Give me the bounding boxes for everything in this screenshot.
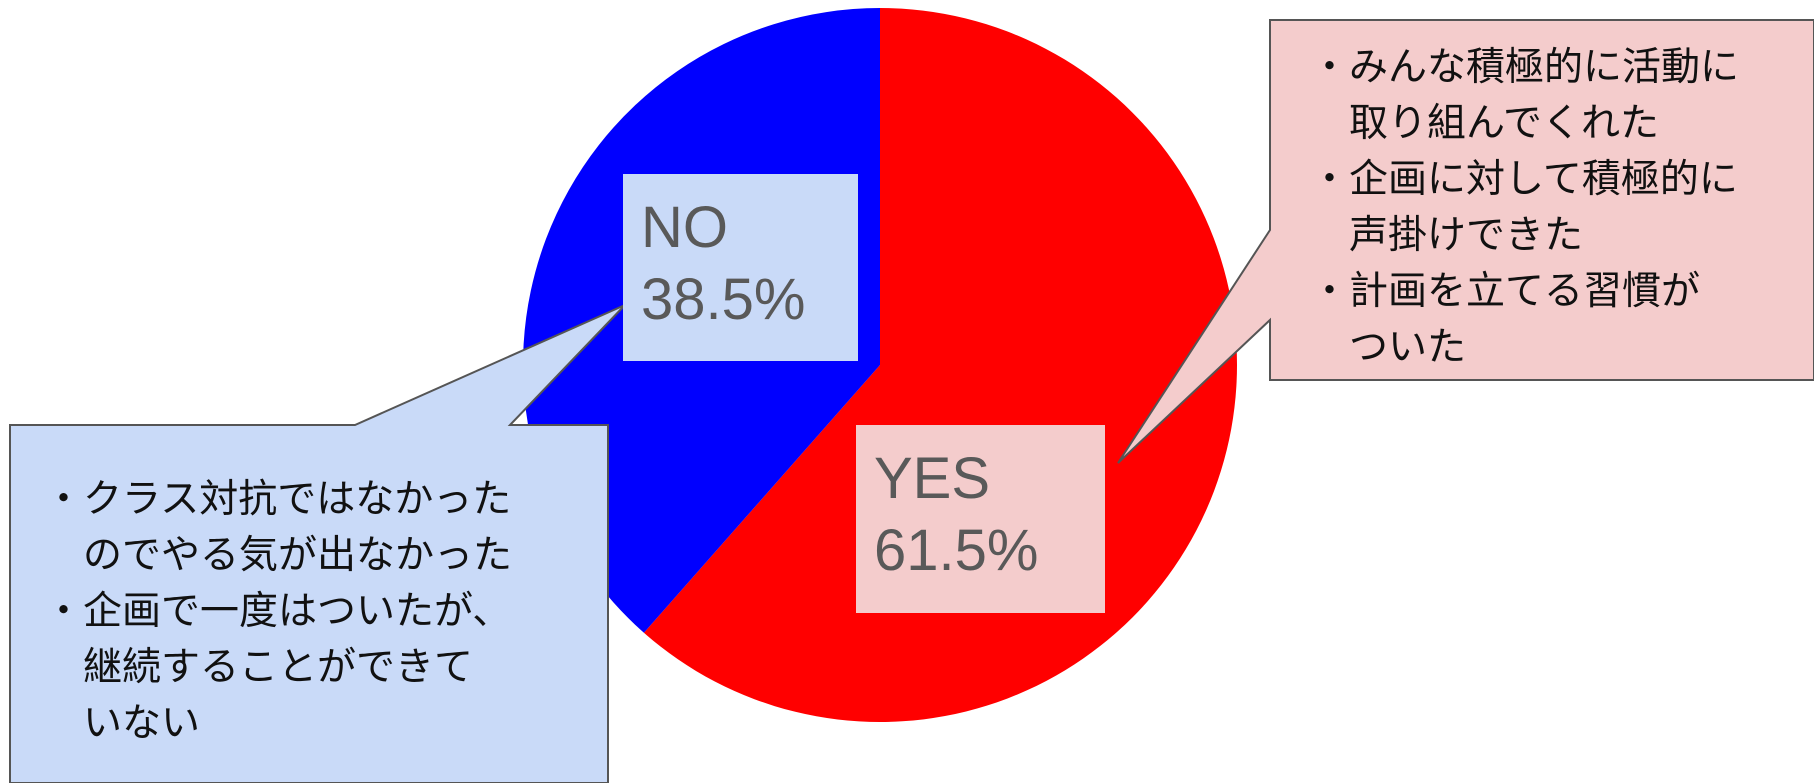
callout-yes-text: ・みんな積極的に活動に 取り組んでくれた ・企画に対して積極的に 声掛けできた …: [1310, 40, 1739, 376]
callout-no-bubble: [9, 304, 626, 783]
slice-label-yes-name: YES: [874, 446, 991, 511]
callout-yes-line: ついた: [1310, 325, 1467, 370]
callout-yes-line: ・みんな積極的に活動に: [1310, 45, 1740, 90]
callout-no-line: いない: [44, 701, 201, 746]
callout-no-line: のでやる気が出なかった: [44, 533, 513, 578]
callout-no-line: 継続することができて: [44, 645, 474, 690]
slice-label-no-percent: 38.5%: [641, 267, 806, 332]
slice-label-yes-percent: 61.5%: [874, 518, 1039, 583]
callout-no-line: ・クラス対抗ではなかった: [44, 477, 512, 522]
slice-label-no: NO 38.5%: [623, 174, 858, 361]
slice-label-no-name: NO: [641, 195, 728, 260]
callout-yes-bubble: [1117, 19, 1814, 464]
slice-label-yes: YES 61.5%: [856, 425, 1105, 613]
callout-yes-line: 取り組んでくれた: [1310, 101, 1660, 146]
callout-no-line: ・企画で一度はついたが、: [44, 589, 512, 634]
callout-yes-line: 声掛けできた: [1310, 213, 1584, 258]
callout-yes-line: ・計画を立てる習慣が: [1310, 269, 1701, 314]
callout-no-text: ・クラス対抗ではなかった のでやる気が出なかった ・企画で一度はついたが、 継続…: [44, 472, 512, 752]
callout-yes-line: ・企画に対して積極的に: [1310, 157, 1738, 202]
